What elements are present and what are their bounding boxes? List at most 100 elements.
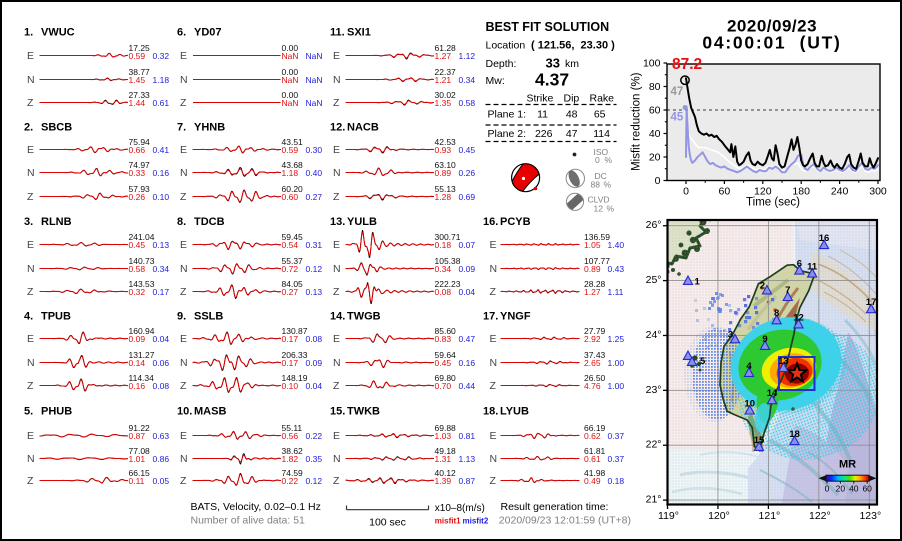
- svg-text:13.: 13.: [330, 216, 345, 228]
- svg-text:Z: Z: [180, 475, 187, 487]
- svg-text:BEST FIT SOLUTION: BEST FIT SOLUTION: [486, 20, 610, 34]
- svg-text:4: 4: [746, 361, 752, 372]
- svg-text:0.27: 0.27: [306, 192, 323, 202]
- svg-text:2.92: 2.92: [584, 334, 601, 344]
- svg-text:Z: Z: [333, 380, 340, 392]
- svg-text:0.72: 0.72: [282, 264, 299, 274]
- svg-text:1.03: 1.03: [435, 431, 452, 441]
- svg-text:48: 48: [566, 109, 578, 121]
- svg-text:0.05: 0.05: [153, 476, 170, 486]
- svg-text:N: N: [27, 167, 35, 179]
- svg-text:60.20: 60.20: [282, 184, 304, 194]
- svg-text:NACB: NACB: [347, 122, 379, 134]
- svg-text:E: E: [27, 144, 34, 156]
- svg-text:E: E: [333, 430, 340, 442]
- svg-text:0.89: 0.89: [435, 168, 452, 178]
- svg-text:TPUB: TPUB: [41, 311, 71, 323]
- svg-text:18: 18: [789, 429, 800, 440]
- svg-text:Mw:: Mw:: [486, 75, 505, 87]
- svg-text:16.: 16.: [483, 216, 498, 228]
- svg-text:SXI1: SXI1: [347, 27, 371, 39]
- svg-text:57.93: 57.93: [129, 184, 151, 194]
- svg-text:69.80: 69.80: [435, 373, 457, 383]
- svg-text:0.45: 0.45: [459, 145, 476, 155]
- svg-text:0.93: 0.93: [435, 145, 452, 155]
- svg-text:0.44: 0.44: [459, 381, 476, 391]
- svg-text:131.27: 131.27: [129, 350, 155, 360]
- svg-text:74.59: 74.59: [282, 468, 304, 478]
- svg-text:Z: Z: [490, 286, 497, 298]
- svg-text:MASB: MASB: [194, 405, 226, 417]
- svg-text:7: 7: [785, 285, 790, 296]
- svg-text:60: 60: [862, 484, 872, 494]
- svg-text:Strike: Strike: [527, 93, 554, 105]
- svg-text:1: 1: [695, 277, 701, 288]
- svg-text:misfit1: misfit1: [435, 517, 461, 526]
- svg-text:E: E: [333, 144, 340, 156]
- svg-text:75.94: 75.94: [129, 137, 151, 147]
- svg-text:17.25: 17.25: [129, 43, 151, 53]
- svg-text:206.33: 206.33: [282, 350, 308, 360]
- svg-text:105.38: 105.38: [435, 256, 461, 266]
- svg-text:0.89: 0.89: [584, 264, 601, 274]
- svg-text:0.22: 0.22: [306, 431, 323, 441]
- svg-text:28.28: 28.28: [584, 279, 606, 289]
- svg-text:N: N: [333, 357, 341, 369]
- svg-text:91.22: 91.22: [129, 423, 151, 433]
- svg-text:0.17: 0.17: [282, 358, 299, 368]
- svg-text:7.: 7.: [177, 122, 186, 134]
- svg-text:0.12: 0.12: [306, 476, 323, 486]
- svg-text:0.10: 0.10: [282, 381, 299, 391]
- svg-text:E: E: [180, 50, 187, 62]
- svg-text:N: N: [180, 74, 188, 86]
- svg-text:8.: 8.: [177, 216, 186, 228]
- svg-text:1.21: 1.21: [435, 75, 452, 85]
- svg-text:0.43: 0.43: [608, 264, 625, 274]
- svg-text:88: 88: [591, 180, 601, 190]
- svg-text:Z: Z: [333, 286, 340, 298]
- svg-text:18.: 18.: [483, 405, 498, 417]
- svg-text:23°: 23°: [646, 384, 662, 396]
- svg-text:Result generation time:: Result generation time:: [501, 501, 609, 513]
- svg-text:0.58: 0.58: [129, 264, 146, 274]
- svg-text:NaN: NaN: [282, 75, 299, 85]
- svg-text:1.13: 1.13: [459, 454, 476, 464]
- svg-text:0.00: 0.00: [282, 67, 299, 77]
- svg-text:MR: MR: [839, 459, 856, 471]
- svg-text:1.: 1.: [24, 27, 33, 39]
- svg-text:74.97: 74.97: [129, 160, 151, 170]
- svg-text:1.31: 1.31: [435, 454, 452, 464]
- svg-text:0.06: 0.06: [153, 358, 170, 368]
- svg-text:0.87: 0.87: [129, 431, 146, 441]
- svg-text:Dip: Dip: [564, 93, 580, 105]
- svg-text:0.34: 0.34: [153, 264, 170, 274]
- svg-text:%: %: [607, 204, 615, 214]
- svg-text:119°: 119°: [658, 510, 679, 522]
- svg-text:Z: Z: [333, 475, 340, 487]
- svg-text:45: 45: [671, 112, 684, 124]
- svg-text:300: 300: [869, 186, 887, 198]
- svg-text:1.27: 1.27: [435, 51, 452, 61]
- svg-text:1.12: 1.12: [459, 51, 476, 61]
- svg-text:E: E: [180, 333, 187, 345]
- svg-text:0.34: 0.34: [435, 264, 452, 274]
- svg-text:Z: Z: [333, 191, 340, 203]
- svg-text:CLVD: CLVD: [588, 195, 610, 205]
- svg-text:10: 10: [744, 398, 755, 409]
- svg-text:241.04: 241.04: [129, 232, 155, 242]
- svg-text:6: 6: [797, 259, 802, 270]
- svg-text:2020/09/23: 2020/09/23: [727, 17, 817, 36]
- svg-text:N: N: [490, 263, 498, 275]
- svg-text:0.41: 0.41: [153, 145, 170, 155]
- svg-text:NaN: NaN: [306, 75, 323, 85]
- svg-text:59.64: 59.64: [435, 350, 457, 360]
- svg-text:TWGB: TWGB: [347, 311, 381, 323]
- svg-text:x10–8(m/s): x10–8(m/s): [435, 503, 485, 514]
- svg-text:0.07: 0.07: [459, 240, 476, 250]
- svg-text:0.32: 0.32: [153, 51, 170, 61]
- svg-text:0.08: 0.08: [435, 287, 452, 297]
- svg-text:E: E: [27, 333, 34, 345]
- svg-text:0.08: 0.08: [306, 334, 323, 344]
- svg-text:0.26: 0.26: [129, 192, 146, 202]
- svg-text:( 121.56, 23.30 ): ( 121.56, 23.30 ): [531, 40, 615, 52]
